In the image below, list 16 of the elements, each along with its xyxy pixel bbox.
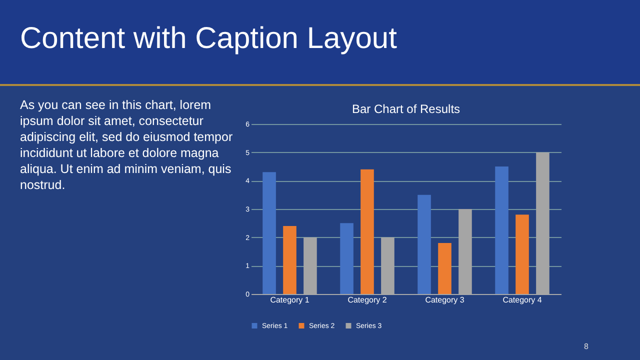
text: As you can see in this chart, lorem ipsum dolor sit amet, consectetur adipiscing elit, sed do eiusmod tempor incididunt ut labore et dolore magna aliqua. Ut enim ad minim veniam, quis nostrud.: [20, 97, 234, 193]
bar: [438, 243, 452, 294]
chart-title: Bar Chart of Results: [352, 102, 460, 116]
x-tick-label: Category 1: [270, 296, 310, 304]
bar: [516, 214, 529, 294]
bar: [340, 223, 354, 294]
bar: [262, 172, 276, 294]
x-tick-label: Category 4: [502, 296, 542, 304]
text: Content with Caption Layout: [20, 22, 397, 56]
bar: [283, 226, 296, 294]
text: 8: [584, 342, 588, 351]
x-tick-label: Category 3: [425, 296, 465, 304]
x-tick-label: Category 2: [348, 296, 388, 304]
bar: [495, 166, 508, 294]
bar: [360, 169, 374, 294]
bar: [418, 194, 431, 294]
